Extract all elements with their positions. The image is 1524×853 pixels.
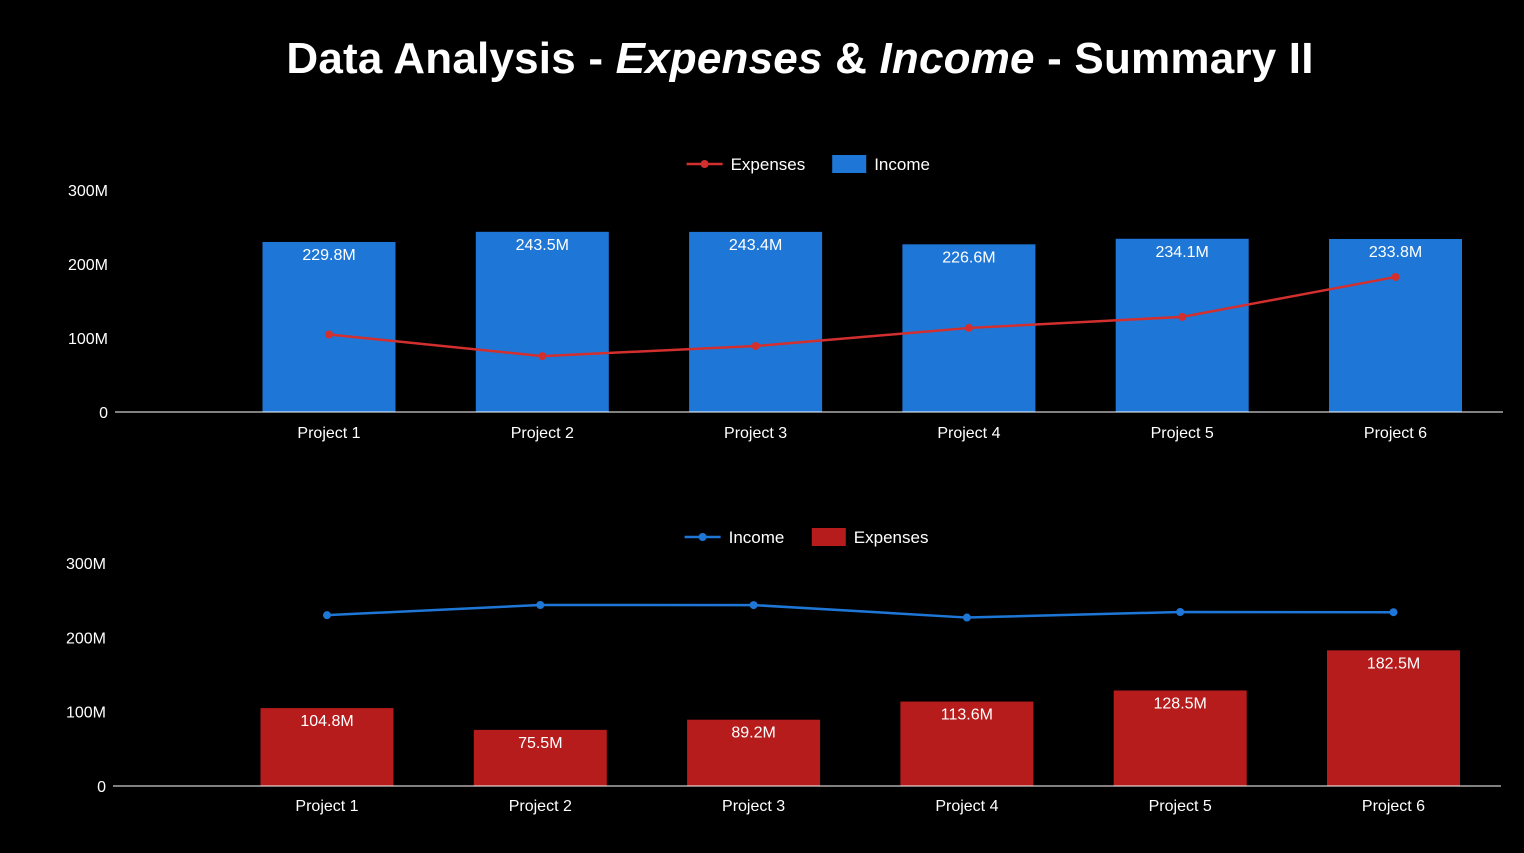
line-point-expenses-2 xyxy=(538,352,547,361)
line-point-expenses-3 xyxy=(751,341,760,350)
line-point-expenses-4 xyxy=(964,323,973,332)
bar-data-label: 243.5M xyxy=(516,237,569,254)
y-tick-label: 200M xyxy=(66,630,106,647)
x-tick-label: Project 6 xyxy=(1364,425,1427,442)
legend-label-expenses: Expenses xyxy=(731,155,806,174)
y-tick-label: 200M xyxy=(68,257,108,274)
bar-expenses-5 xyxy=(1113,690,1247,786)
y-tick-label: 0 xyxy=(97,779,106,796)
legend-label-income: Income xyxy=(729,528,785,547)
legend-line-marker xyxy=(698,533,707,541)
bar-expenses-3 xyxy=(687,719,821,786)
line-point-income-6 xyxy=(1389,608,1398,617)
line-point-income-5 xyxy=(1176,607,1185,616)
y-tick-label: 300M xyxy=(68,183,108,200)
bar-expenses-4 xyxy=(900,701,1034,786)
line-income xyxy=(326,603,1394,619)
y-tick-label: 100M xyxy=(68,331,108,348)
title-text-expenses: Expenses xyxy=(615,34,823,83)
line-point-expenses-1 xyxy=(325,330,333,339)
legend-label-expenses: Expenses xyxy=(854,528,929,547)
bar-income-1 xyxy=(262,241,396,412)
x-tick-label: Project 1 xyxy=(295,798,358,815)
bar-data-label: 75.5M xyxy=(518,735,562,752)
page-title: Data Analysis - Expenses & Income - Summ… xyxy=(0,34,1524,84)
bar-data-label: 226.6M xyxy=(942,249,995,266)
x-tick-label: Project 5 xyxy=(1151,425,1214,442)
legend-line-marker xyxy=(700,160,709,168)
line-point-expenses-5 xyxy=(1178,312,1187,321)
bar-data-label: 182.5M xyxy=(1367,655,1420,672)
income-bar-expenses-line-chart: 0 100M 200M 300M 229.8M Project 1 243.5M Projec… xyxy=(68,155,1503,442)
bar-data-label: 89.2M xyxy=(731,725,775,742)
bar-expenses-1 xyxy=(260,708,394,786)
x-tick-label: Project 4 xyxy=(935,798,998,815)
title-text-1: Data Analysis - xyxy=(286,34,616,83)
line-point-income-1 xyxy=(323,611,331,620)
x-tick-label: Project 2 xyxy=(509,798,572,815)
title-text-income: Income xyxy=(879,34,1035,83)
bar-income-3 xyxy=(689,231,823,412)
x-tick-label: Project 4 xyxy=(937,425,1000,442)
bar-data-label: 243.4M xyxy=(729,237,782,254)
y-tick-label: 300M xyxy=(66,556,106,573)
bar-data-label: 104.8M xyxy=(300,713,353,730)
bar-data-label: 234.1M xyxy=(1156,244,1209,261)
bar-data-label: 233.8M xyxy=(1369,244,1422,261)
bar-data-label: 229.8M xyxy=(302,247,355,264)
bar-expenses-6 xyxy=(1327,650,1460,786)
bar-data-label: 113.6M xyxy=(941,707,993,724)
line-point-income-2 xyxy=(536,600,545,609)
title-text-amp: & xyxy=(822,34,880,83)
y-tick-label: 100M xyxy=(66,705,106,722)
legend-bar-swatch xyxy=(832,155,867,173)
line-point-income-3 xyxy=(749,601,758,610)
line-point-income-4 xyxy=(962,613,971,622)
x-tick-label: Project 3 xyxy=(724,425,787,442)
line-point-expenses-6 xyxy=(1391,272,1400,281)
x-tick-label: Project 1 xyxy=(297,425,360,442)
x-tick-label: Project 5 xyxy=(1149,798,1212,815)
bar-data-label: 128.5M xyxy=(1154,695,1207,712)
expenses-bar-income-line-chart: 0 100M 200M 300M 104.8M Project 1 75.5M Project… xyxy=(66,528,1501,815)
x-tick-label: Project 2 xyxy=(511,425,574,442)
bar-expenses-2 xyxy=(473,729,607,786)
bar-income-6 xyxy=(1329,238,1462,412)
y-tick-label: 0 xyxy=(99,405,108,422)
bar-income-5 xyxy=(1115,238,1249,412)
x-tick-label: Project 6 xyxy=(1362,798,1425,815)
line-expenses xyxy=(328,275,1396,358)
bar-income-2 xyxy=(475,231,609,412)
legend-bar-swatch xyxy=(811,528,846,546)
x-tick-label: Project 3 xyxy=(722,798,785,815)
title-text-summary: - Summary II xyxy=(1034,34,1314,83)
legend-label-income: Income xyxy=(874,155,930,174)
